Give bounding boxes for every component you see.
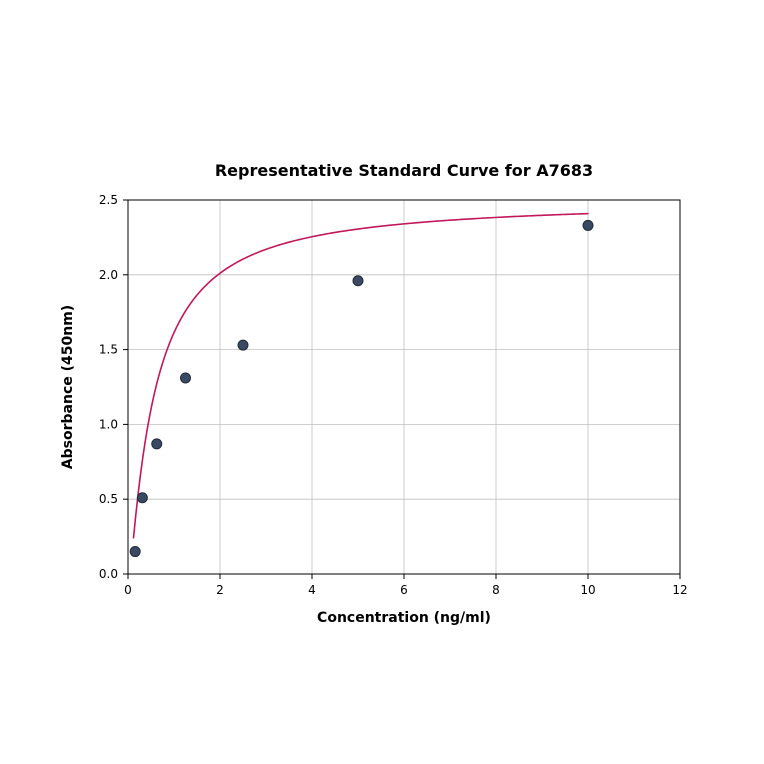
x-tick-label: 0 [124, 583, 132, 597]
data-point [130, 547, 140, 557]
x-tick-label: 2 [216, 583, 224, 597]
x-tick-label: 4 [308, 583, 316, 597]
x-tick-label: 8 [492, 583, 500, 597]
data-point [152, 439, 162, 449]
x-axis-label: Concentration (ng/ml) [317, 610, 491, 626]
y-tick-label: 0.0 [99, 567, 118, 581]
y-tick-label: 0.5 [99, 492, 118, 506]
y-tick-label: 1.0 [99, 417, 118, 431]
y-tick-label: 1.5 [99, 343, 118, 357]
chart-title: Representative Standard Curve for A7683 [215, 161, 593, 180]
data-point [353, 276, 363, 286]
data-point [583, 220, 593, 230]
x-tick-label: 6 [400, 583, 408, 597]
y-tick-label: 2.0 [99, 268, 118, 282]
x-tick-label: 10 [580, 583, 595, 597]
y-axis-label: Absorbance (450nm) [60, 305, 76, 469]
x-tick-label: 12 [672, 583, 687, 597]
chart-svg: 0 2 4 6 8 10 12 0.0 0.5 1.0 1.5 2.0 2.5 Concentration… [0, 0, 764, 764]
chart-container: 0 2 4 6 8 10 12 0.0 0.5 1.0 1.5 2.0 2.5 Concentration… [0, 0, 764, 764]
data-point [181, 373, 191, 383]
data-point [137, 493, 147, 503]
y-tick-label: 2.5 [99, 193, 118, 207]
data-point [238, 340, 248, 350]
